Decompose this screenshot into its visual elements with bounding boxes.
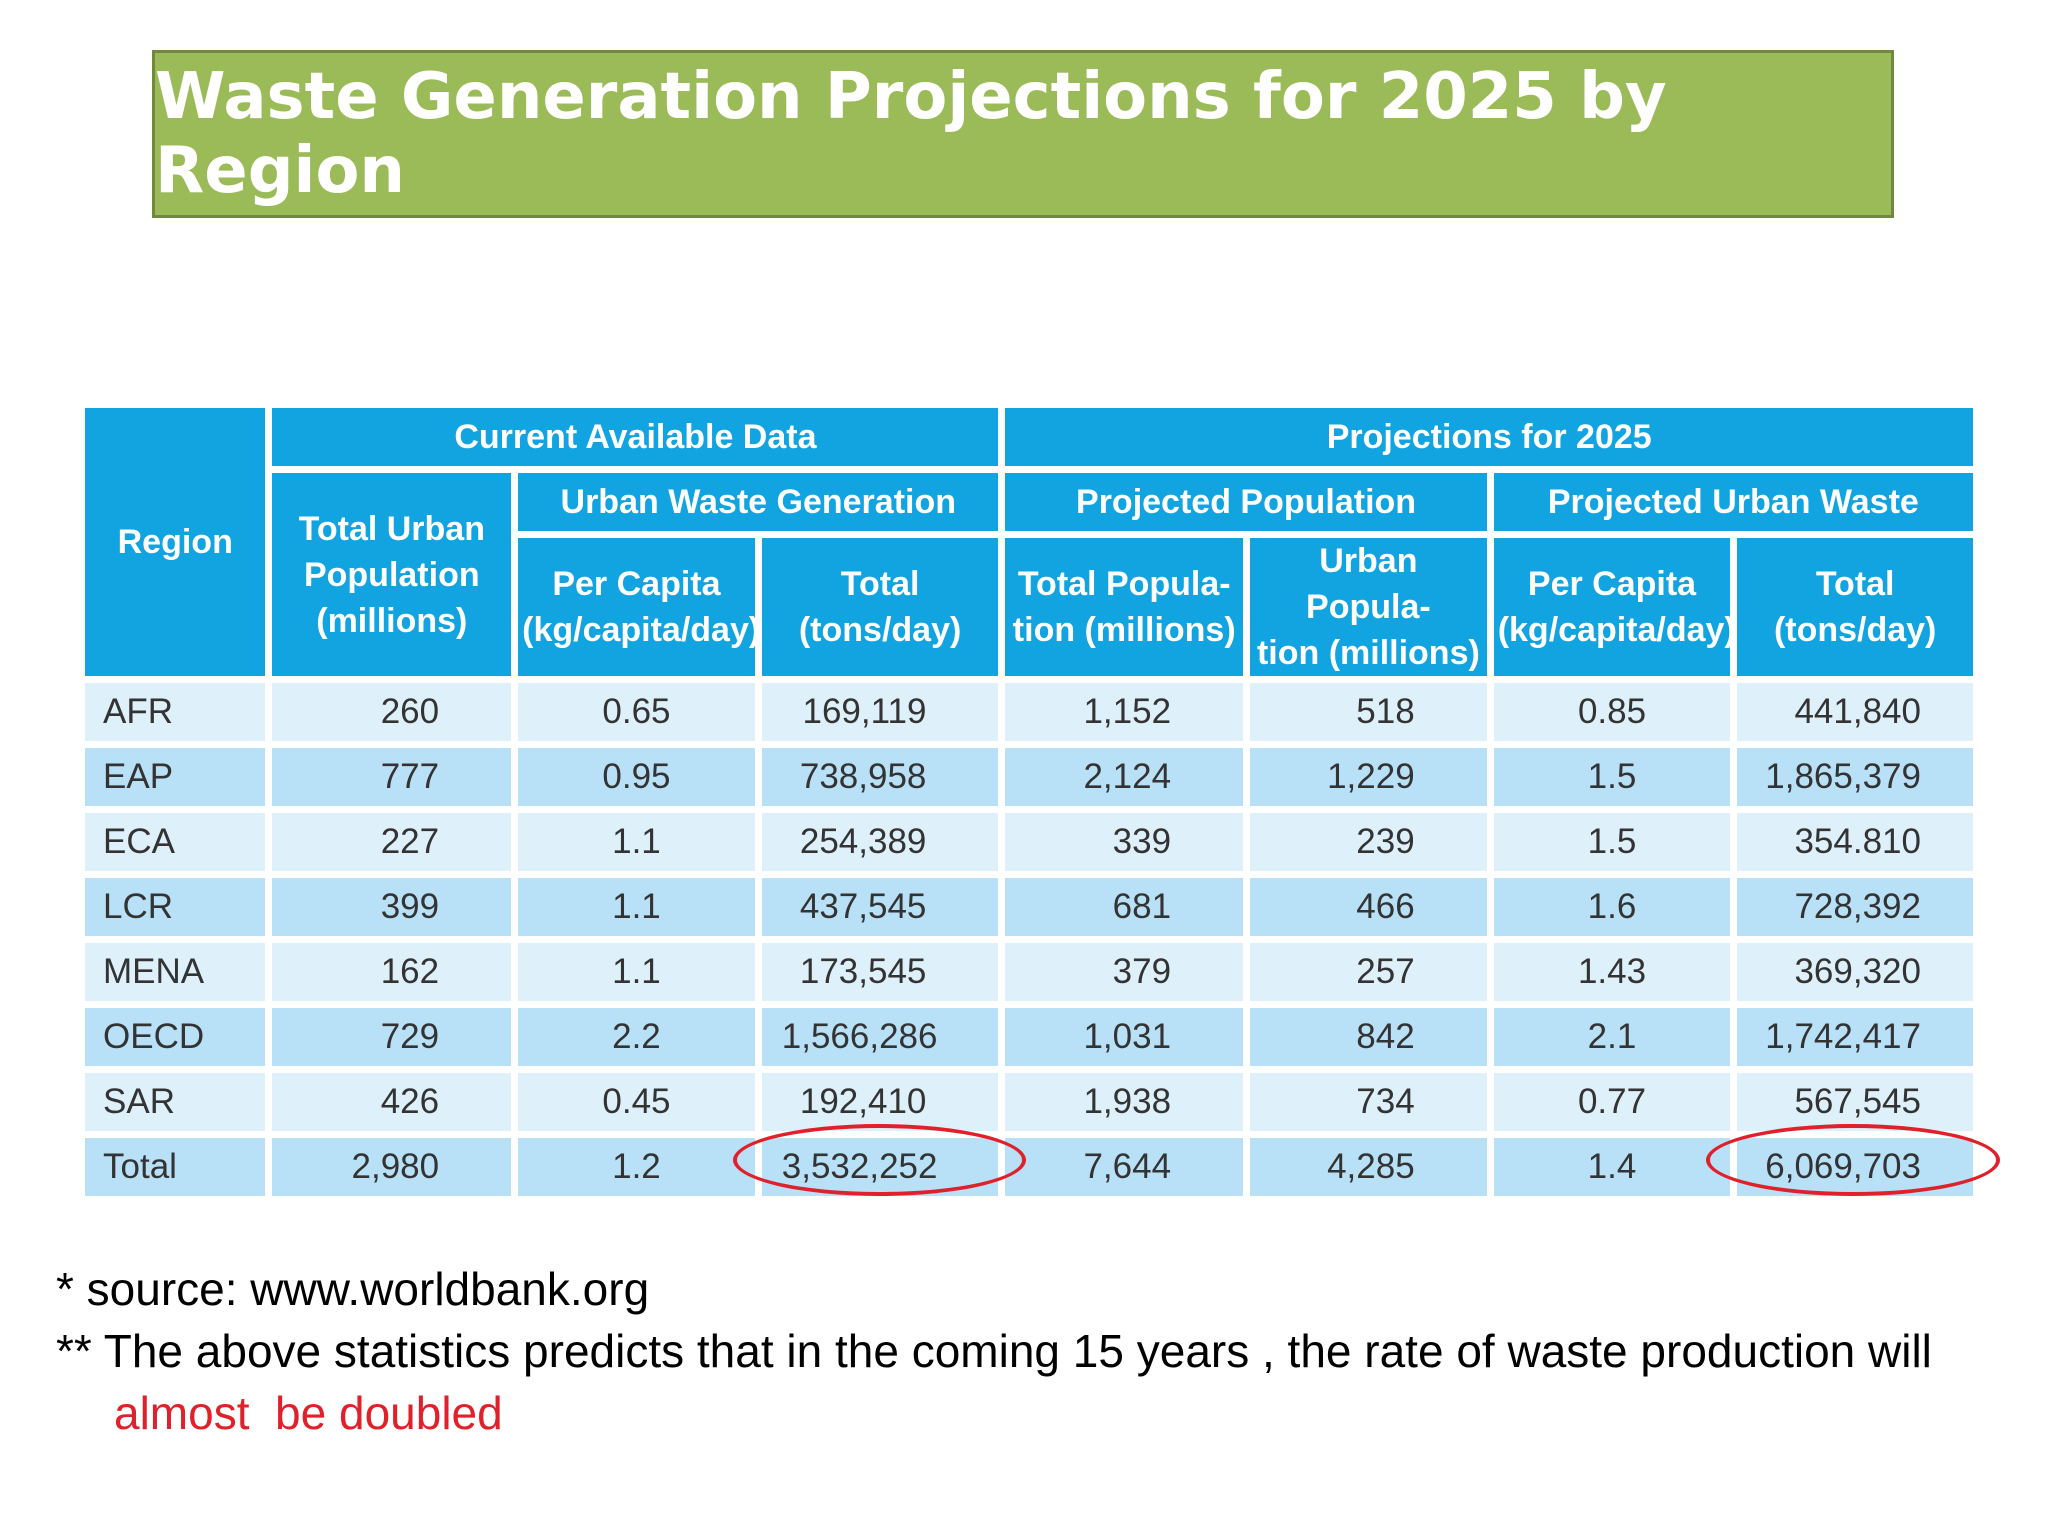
cell-per-capita-2025: 1.6 <box>1493 878 1731 936</box>
cell-per-capita-2025: 2.1 <box>1493 1008 1731 1066</box>
cell-per-capita: 1.1 <box>518 813 755 871</box>
cell-region: Total <box>85 1138 266 1196</box>
cell-urban-population-2025: 1,229 <box>1250 748 1487 806</box>
cell-total-population-2025: 1,938 <box>1005 1073 1244 1131</box>
cell-urban-population-2025: 239 <box>1250 813 1487 871</box>
cell-region: OECD <box>85 1008 266 1066</box>
page-title: Waste Generation Projections for 2025 by… <box>155 60 1667 208</box>
cell-urban-population-2025: 842 <box>1250 1008 1487 1066</box>
cell-urban-population: 162 <box>272 943 512 1001</box>
table-row: SAR 426 0.45 192,410 1,938 734 0.77 567,… <box>85 1073 1973 1131</box>
cell-total-2025: 1,742,417 <box>1737 1008 1973 1066</box>
cell-total: 254,389 <box>761 813 999 871</box>
cell-total-2025: 1,865,379 <box>1737 748 1973 806</box>
cell-urban-population: 426 <box>272 1073 512 1131</box>
conclusion-line: almost be doubled <box>56 1382 2016 1444</box>
cell-total: 738,958 <box>761 748 999 806</box>
header-per-capita: Per Capita (kg/capita/day) <box>518 538 760 676</box>
cell-per-capita: 0.45 <box>518 1073 755 1131</box>
cell-urban-population: 260 <box>272 683 512 741</box>
header-urban-population: Urban Popula-tion (millions) <box>1250 538 1487 676</box>
header-total-2025: Total (tons/day) <box>1737 538 1973 676</box>
cell-urban-population: 2,980 <box>272 1138 512 1196</box>
header-total-urban-population: Total Urban Population (millions) <box>272 473 512 676</box>
header-urban-waste-generation: Urban Waste Generation <box>518 473 999 531</box>
cell-region: ECA <box>85 813 266 871</box>
cell-per-capita-2025: 1.5 <box>1493 748 1731 806</box>
cell-region: MENA <box>85 943 266 1001</box>
title-banner: Waste Generation Projections for 2025 by… <box>152 50 1894 218</box>
cell-per-capita: 0.65 <box>518 683 755 741</box>
cell-total: 3,532,252 <box>761 1138 999 1196</box>
source-note: * source: www.worldbank.org <box>56 1263 650 1315</box>
cell-urban-population-2025: 4,285 <box>1250 1138 1487 1196</box>
cell-region: EAP <box>85 748 266 806</box>
header-projected-population: Projected Population <box>1005 473 1487 531</box>
cell-urban-population-2025: 466 <box>1250 878 1487 936</box>
header-region: Region <box>85 408 266 676</box>
cell-region: AFR <box>85 683 266 741</box>
cell-per-capita-2025: 0.85 <box>1493 683 1731 741</box>
table-row: AFR 260 0.65 169,119 1,152 518 0.85 441,… <box>85 683 1973 741</box>
cell-total-2025: 728,392 <box>1737 878 1973 936</box>
cell-per-capita: 0.95 <box>518 748 755 806</box>
cell-total-population-2025: 681 <box>1005 878 1244 936</box>
cell-total: 173,545 <box>761 943 999 1001</box>
table-row: EAP 777 0.95 738,958 2,124 1,229 1.5 1,8… <box>85 748 1973 806</box>
cell-region: LCR <box>85 878 266 936</box>
cell-urban-population: 227 <box>272 813 512 871</box>
table-row: OECD 729 2.2 1,566,286 1,031 842 2.1 1,7… <box>85 1008 1973 1066</box>
cell-total-2025: 369,320 <box>1737 943 1973 1001</box>
cell-total: 192,410 <box>761 1073 999 1131</box>
cell-total-2025: 354.810 <box>1737 813 1973 871</box>
header-per-capita-2025: Per Capita (kg/capita/day) <box>1493 538 1736 676</box>
cell-urban-population: 399 <box>272 878 512 936</box>
cell-urban-population: 729 <box>272 1008 512 1066</box>
cell-total-population-2025: 2,124 <box>1005 748 1244 806</box>
cell-total-2025: 441,840 <box>1737 683 1973 741</box>
cell-urban-population-2025: 518 <box>1250 683 1487 741</box>
header-total-population: Total Popula-tion (millions) <box>1005 538 1244 676</box>
header-projected-urban-waste: Projected Urban Waste <box>1493 473 1973 531</box>
cell-total-population-2025: 1,152 <box>1005 683 1244 741</box>
cell-total-population-2025: 1,031 <box>1005 1008 1244 1066</box>
cell-per-capita: 1.1 <box>518 943 755 1001</box>
cell-urban-population: 777 <box>272 748 512 806</box>
cell-total: 1,566,286 <box>761 1008 999 1066</box>
header-projections-2025: Projections for 2025 <box>1005 408 1973 466</box>
cell-per-capita-2025: 1.4 <box>1493 1138 1731 1196</box>
cell-per-capita-2025: 1.5 <box>1493 813 1731 871</box>
table-row: LCR 399 1.1 437,545 681 466 1.6 728,392 <box>85 878 1973 936</box>
table-row: ECA 227 1.1 254,389 339 239 1.5 354.810 <box>85 813 1973 871</box>
cell-per-capita: 2.2 <box>518 1008 755 1066</box>
table-row-total: Total 2,980 1.2 3,532,252 7,644 4,285 1.… <box>85 1138 1973 1196</box>
header-total: Total (tons/day) <box>761 538 999 676</box>
cell-total-2025: 6,069,703 <box>1737 1138 1973 1196</box>
prediction-note: ** The above statistics predicts that in… <box>56 1325 1932 1377</box>
header-current-available-data: Current Available Data <box>272 408 999 466</box>
footnotes: * source: www.worldbank.org ** The above… <box>56 1258 2016 1444</box>
cell-total-population-2025: 379 <box>1005 943 1244 1001</box>
cell-total-population-2025: 7,644 <box>1005 1138 1244 1196</box>
cell-per-capita-2025: 1.43 <box>1493 943 1731 1001</box>
conclusion-highlight: almost be doubled <box>114 1387 503 1439</box>
cell-per-capita: 1.1 <box>518 878 755 936</box>
cell-total: 437,545 <box>761 878 999 936</box>
cell-region: SAR <box>85 1073 266 1131</box>
cell-total: 169,119 <box>761 683 999 741</box>
cell-per-capita: 1.2 <box>518 1138 755 1196</box>
cell-urban-population-2025: 734 <box>1250 1073 1487 1131</box>
cell-total-population-2025: 339 <box>1005 813 1244 871</box>
waste-projection-table: Region Current Available Data Projection… <box>78 401 1980 1203</box>
cell-total-2025: 567,545 <box>1737 1073 1973 1131</box>
cell-urban-population-2025: 257 <box>1250 943 1487 1001</box>
table-row: MENA 162 1.1 173,545 379 257 1.43 369,32… <box>85 943 1973 1001</box>
cell-per-capita-2025: 0.77 <box>1493 1073 1731 1131</box>
